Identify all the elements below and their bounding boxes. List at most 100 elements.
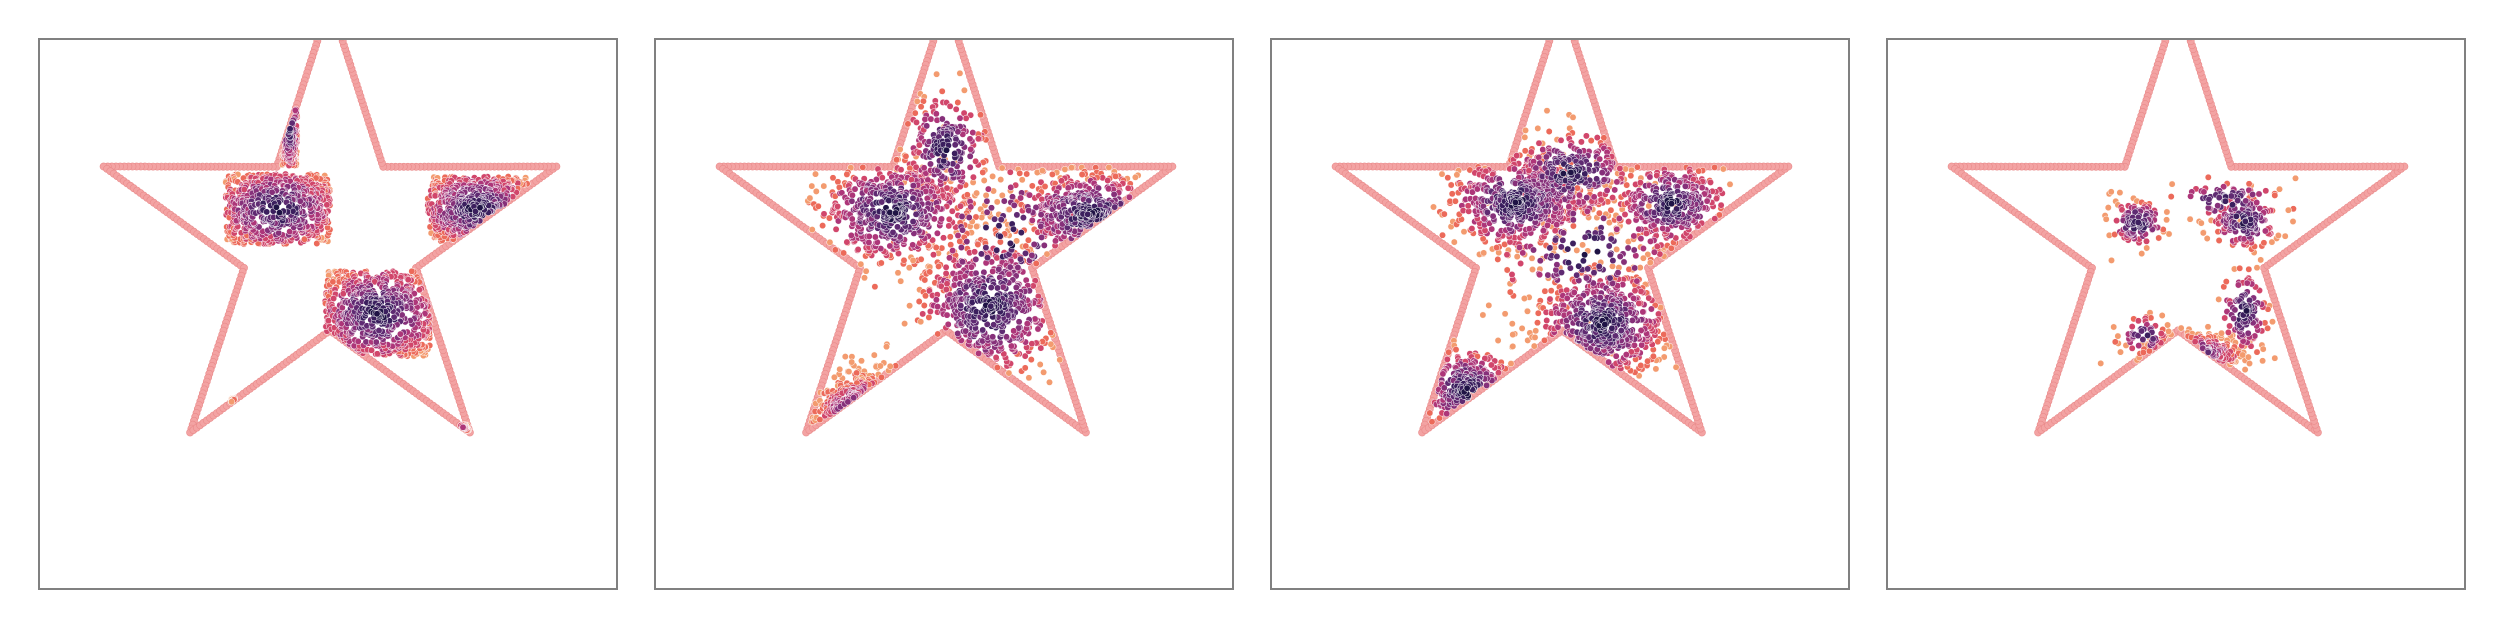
sample-point — [459, 423, 467, 431]
sample-point — [927, 160, 934, 168]
sample-point — [965, 214, 973, 221]
sample-point — [1013, 211, 1021, 219]
sample-point — [878, 373, 885, 381]
sample-point — [909, 182, 917, 190]
sample-point — [994, 284, 1001, 292]
sample-point — [415, 286, 423, 294]
sample-point — [915, 298, 923, 305]
sample-point — [476, 204, 484, 212]
sample-point — [913, 118, 920, 126]
sample-point — [989, 333, 997, 341]
sample-point — [967, 203, 975, 211]
sample-point — [934, 330, 942, 338]
scatter-panel-1 — [38, 38, 618, 590]
sample-point — [848, 197, 856, 205]
sample-point — [967, 263, 975, 271]
sample-point — [930, 215, 938, 223]
sample-point — [1105, 163, 1113, 171]
sample-point — [917, 255, 925, 263]
sample-point — [963, 191, 971, 199]
sample-point — [1024, 236, 1032, 244]
sample-point — [979, 168, 987, 176]
sample-point — [1052, 237, 1059, 245]
boundary-point — [338, 40, 347, 46]
sample-point — [996, 232, 1004, 240]
sample-point — [949, 247, 957, 255]
sample-point — [1038, 233, 1046, 241]
sample-point — [954, 330, 962, 337]
sample-point — [900, 256, 908, 264]
sample-point — [1006, 263, 1014, 271]
sample-point — [1028, 340, 1036, 348]
sample-point — [952, 105, 960, 113]
sample-point — [838, 189, 846, 197]
sample-point — [857, 260, 865, 268]
sample-point — [816, 416, 824, 424]
sample-point — [832, 225, 840, 233]
sample-point — [995, 222, 1003, 230]
sample-point — [1025, 207, 1033, 214]
sample-point — [286, 228, 294, 236]
sample-point — [912, 163, 920, 171]
sample-point — [954, 99, 962, 106]
sample-point — [889, 228, 897, 236]
sample-point — [1105, 185, 1113, 193]
sample-point — [893, 156, 901, 164]
sample-point — [1084, 210, 1092, 218]
sample-point — [808, 226, 816, 234]
sample-point — [946, 102, 954, 110]
sample-point — [974, 135, 982, 143]
sample-point — [922, 292, 929, 300]
sample-point — [982, 244, 990, 252]
scatter-panel-3 — [1270, 38, 1850, 590]
sample-point — [1068, 164, 1076, 172]
sample-point — [971, 248, 979, 256]
sample-point — [949, 160, 957, 168]
sample-point — [1104, 177, 1112, 184]
sample-point — [926, 308, 934, 315]
sample-point — [1007, 342, 1015, 350]
sample-point — [1027, 356, 1035, 364]
sample-point — [945, 215, 953, 223]
sample-point — [1038, 167, 1046, 175]
sample-point — [870, 351, 878, 359]
sample-point — [926, 268, 934, 276]
scatter-panel-2 — [654, 38, 1234, 590]
sample-point — [894, 223, 901, 231]
sample-point — [983, 208, 991, 216]
sample-point — [975, 349, 983, 357]
sample-point — [1046, 378, 1053, 386]
scatter-plot-2 — [715, 40, 1177, 437]
sample-point — [272, 203, 280, 211]
sample-point — [1037, 211, 1045, 219]
sample-point — [921, 276, 929, 284]
sample-point — [938, 115, 946, 123]
sample-point — [820, 182, 828, 190]
sample-point — [998, 164, 1006, 172]
sample-point — [998, 191, 1006, 199]
sample-point — [984, 185, 992, 193]
sample-point — [1125, 193, 1133, 201]
sample-point — [847, 231, 855, 239]
sample-point — [408, 267, 416, 275]
sample-point — [404, 276, 412, 284]
sample-point — [1036, 361, 1044, 368]
sample-point — [991, 215, 999, 223]
sample-point — [977, 111, 985, 119]
sample-point — [969, 129, 977, 137]
sample-point — [912, 210, 920, 218]
sample-point — [1005, 206, 1013, 213]
sample-point — [913, 97, 921, 105]
sample-point — [843, 170, 851, 178]
sample-point — [959, 258, 966, 266]
sample-point — [1124, 184, 1132, 192]
sample-point — [934, 303, 942, 311]
sample-point — [240, 186, 248, 194]
sample-point — [988, 204, 995, 212]
sample-point — [905, 264, 913, 272]
sample-point — [897, 277, 905, 285]
sample-point — [1006, 168, 1014, 176]
sample-point — [972, 157, 980, 165]
sample-point — [927, 115, 935, 123]
sample-point — [973, 223, 981, 230]
